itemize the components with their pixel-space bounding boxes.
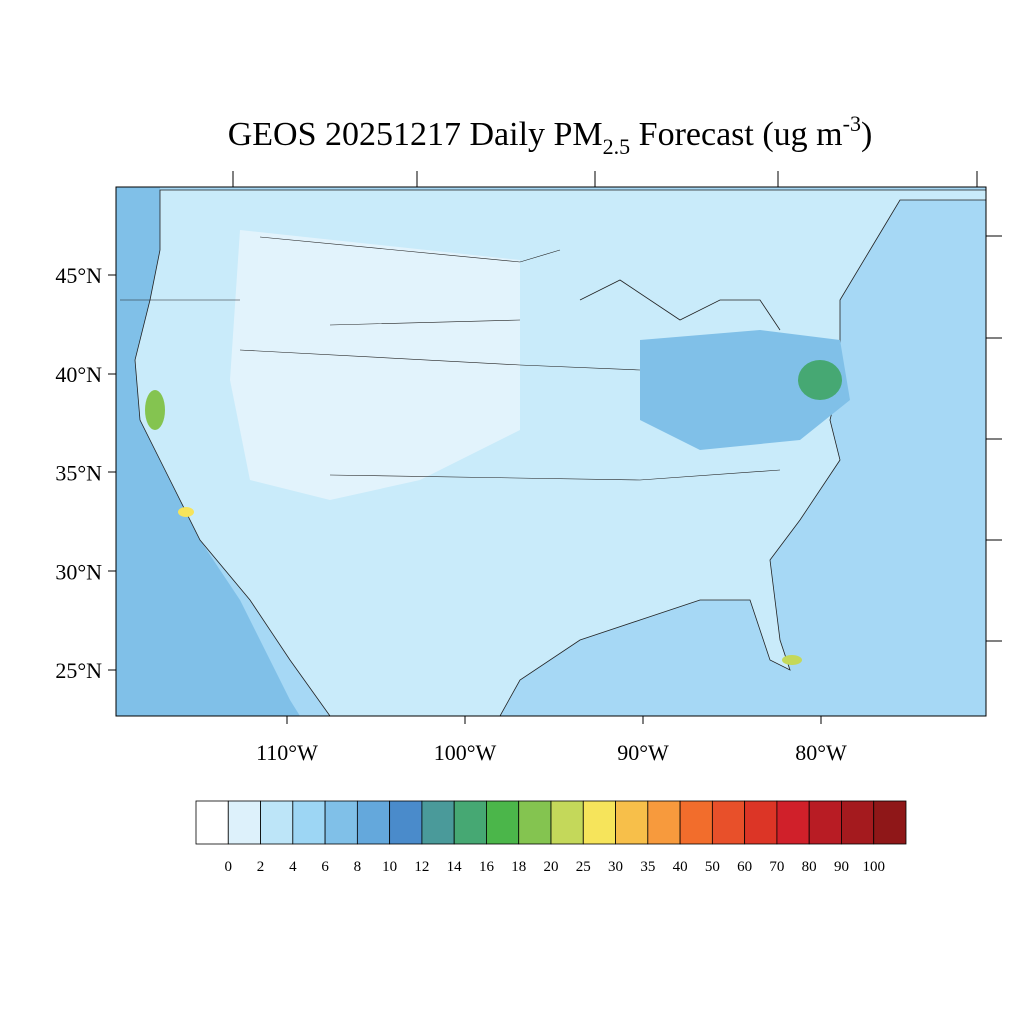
colorbar-label: 40 — [673, 859, 688, 875]
colorbar-box — [808, 800, 842, 845]
colorbar-box — [647, 800, 681, 845]
colorbar-box — [292, 800, 326, 845]
colorbar-label: 10 — [382, 859, 397, 875]
lat-label: 35°N — [55, 461, 102, 486]
map — [108, 171, 1002, 724]
hotspot-ca — [145, 390, 165, 430]
colorbar-box — [841, 800, 875, 845]
lat-label: 25°N — [55, 658, 102, 683]
colorbar-box — [195, 800, 229, 845]
colorbar-label: 30 — [608, 859, 623, 875]
colorbar-box — [776, 800, 810, 845]
lat-label: 45°N — [55, 263, 102, 288]
colorbar-box — [550, 800, 584, 845]
title-sup: -3 — [843, 111, 861, 136]
hotspot-fl — [782, 655, 802, 665]
colorbar-box — [582, 800, 616, 845]
colorbar-label: 60 — [737, 859, 752, 875]
colorbar-box — [873, 800, 907, 845]
map-frame — [115, 186, 987, 717]
colorbar-box — [679, 800, 713, 845]
colorbar-label: 6 — [321, 859, 329, 875]
colorbar-label: 8 — [354, 859, 362, 875]
colorbar-label: 25 — [576, 859, 591, 875]
colorbar-box — [615, 800, 649, 845]
colorbar-box — [421, 800, 455, 845]
colorbar-label: 4 — [289, 859, 297, 875]
lat-label: 30°N — [55, 559, 102, 584]
colorbar-box — [518, 800, 552, 845]
colorbar-box — [744, 800, 778, 845]
hotspot-la — [178, 507, 194, 517]
lon-label: 100°W — [434, 740, 497, 765]
colorbar-label: 18 — [511, 859, 526, 875]
plains-low — [230, 230, 520, 500]
colorbar: 0 2 4 6 8 10 12 14 16 18 20 25 30 35 40 50 60 70 80 90 100 — [195, 800, 907, 875]
colorbar-label: 90 — [834, 859, 849, 875]
colorbar-label: 12 — [414, 859, 429, 875]
colorbar-label: 35 — [640, 859, 655, 875]
colorbar-label: 50 — [705, 859, 720, 875]
colorbar-label: 2 — [257, 859, 265, 875]
axis-labels: 45°N 40°N 35°N 30°N 25°N 110°W 100°W 90°W 80°W — [55, 263, 847, 765]
frame-ticks — [108, 171, 1002, 724]
title-main: GEOS 20251217 Daily PM — [228, 116, 603, 153]
lon-label: 90°W — [617, 740, 669, 765]
title-mid: Forecast (ug m — [630, 116, 842, 153]
colorbar-box — [356, 800, 391, 845]
colorbar-label: 14 — [447, 859, 463, 875]
colorbar-box — [227, 800, 261, 845]
colorbar-label: 80 — [802, 859, 817, 875]
colorbar-box — [711, 800, 746, 845]
hotspot-ne — [798, 360, 842, 400]
lat-label: 40°N — [55, 362, 102, 387]
colorbar-box — [486, 800, 520, 845]
colorbar-box — [453, 800, 487, 845]
title: GEOS 20251217 Daily PM2.5 Forecast (ug m… — [228, 111, 873, 159]
colorbar-label: 100 — [862, 859, 885, 875]
lon-label: 110°W — [256, 740, 318, 765]
pacific — [116, 187, 300, 716]
state-borders — [120, 236, 781, 481]
colorbar-box — [389, 800, 423, 845]
colorbar-label: 70 — [769, 859, 784, 875]
title-end: ) — [861, 116, 872, 153]
title-sub: 2.5 — [603, 134, 631, 159]
colorbar-label: 0 — [225, 859, 233, 875]
colorbar-label: 16 — [479, 859, 495, 875]
colorbar-label: 20 — [544, 859, 559, 875]
lon-label: 80°W — [795, 740, 847, 765]
colorbar-box — [324, 800, 358, 845]
colorbar-box — [260, 800, 294, 845]
great-lakes — [579, 279, 781, 331]
east-high — [640, 330, 850, 450]
